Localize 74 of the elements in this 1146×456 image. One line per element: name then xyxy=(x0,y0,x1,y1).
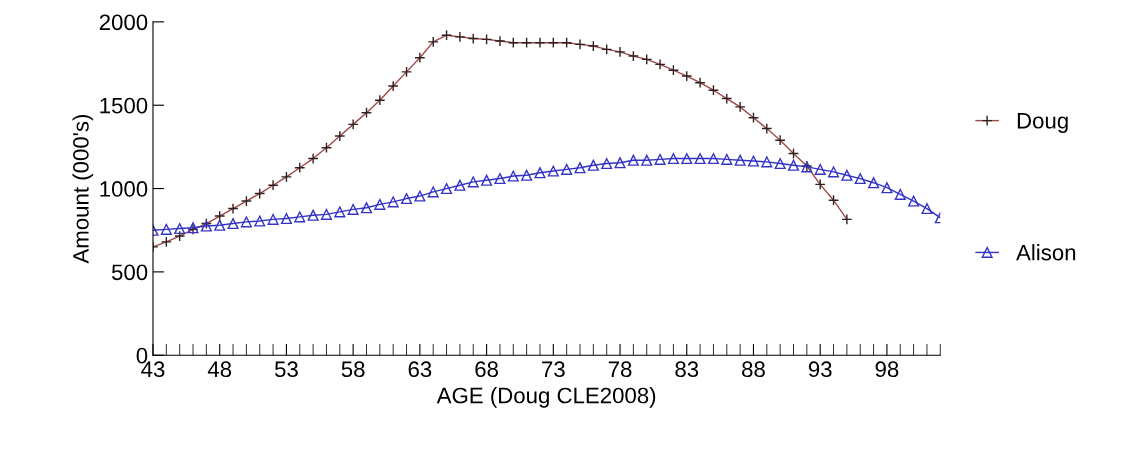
point xyxy=(774,157,786,170)
point xyxy=(667,152,679,165)
point xyxy=(587,159,599,171)
point xyxy=(307,209,319,221)
point xyxy=(441,182,453,195)
legend-label: Doug xyxy=(1017,113,1068,133)
point xyxy=(227,218,239,230)
point xyxy=(360,202,373,214)
point xyxy=(827,166,840,178)
point xyxy=(761,156,773,168)
point xyxy=(881,182,893,194)
point xyxy=(494,172,506,185)
point xyxy=(547,165,559,177)
y-tick-label: 1000 xyxy=(100,181,148,197)
x-tick-label: 98 xyxy=(875,361,899,378)
point xyxy=(387,196,399,208)
point xyxy=(454,179,466,191)
point xyxy=(427,186,439,198)
point xyxy=(894,188,906,200)
point xyxy=(174,223,186,235)
point xyxy=(280,212,292,225)
y-axis-title: Amount (000's) xyxy=(72,114,94,264)
point xyxy=(814,163,826,175)
point xyxy=(160,223,172,235)
point xyxy=(627,154,639,166)
point xyxy=(614,157,626,169)
point xyxy=(267,213,279,225)
point xyxy=(294,211,306,223)
point xyxy=(868,177,880,189)
point xyxy=(921,202,933,215)
x-tick-label: 78 xyxy=(608,361,632,378)
point xyxy=(747,155,760,167)
x-tick-label: 68 xyxy=(475,361,498,378)
point xyxy=(734,154,746,166)
point xyxy=(334,206,346,218)
point xyxy=(707,152,719,165)
point xyxy=(841,169,853,181)
point xyxy=(601,157,613,170)
x-tick-label: 58 xyxy=(341,361,365,378)
point xyxy=(854,172,866,185)
point xyxy=(721,153,733,165)
point xyxy=(654,153,666,165)
point xyxy=(507,170,519,182)
point xyxy=(240,216,252,228)
point xyxy=(561,163,573,175)
y-tick-label: 1500 xyxy=(100,97,148,114)
point xyxy=(521,169,533,181)
x-tick-label: 83 xyxy=(675,361,699,378)
point xyxy=(347,203,359,215)
x-tick-label: 53 xyxy=(274,361,298,378)
point xyxy=(694,152,706,165)
point xyxy=(534,167,546,179)
x-tick-label: 48 xyxy=(207,361,232,378)
y-tick-label: 2000 xyxy=(99,14,148,31)
point xyxy=(214,219,226,231)
point xyxy=(414,190,426,202)
point xyxy=(641,154,653,166)
x-axis-title: AGE (Doug CLE2008) xyxy=(436,387,656,408)
x-tick-label: 88 xyxy=(742,361,765,378)
x-tick-label: 93 xyxy=(808,361,832,378)
point xyxy=(908,195,920,207)
x-tick-label: 73 xyxy=(542,361,565,378)
point xyxy=(787,159,800,171)
point xyxy=(254,215,266,227)
y-tick-label: 500 xyxy=(111,264,148,281)
legend-label: Alison xyxy=(1016,244,1076,261)
point xyxy=(320,208,333,220)
point xyxy=(467,176,479,188)
point xyxy=(481,174,493,186)
point xyxy=(574,162,586,174)
point xyxy=(400,192,413,205)
point xyxy=(681,152,693,165)
x-tick-label: 63 xyxy=(408,361,432,378)
point xyxy=(374,198,386,210)
